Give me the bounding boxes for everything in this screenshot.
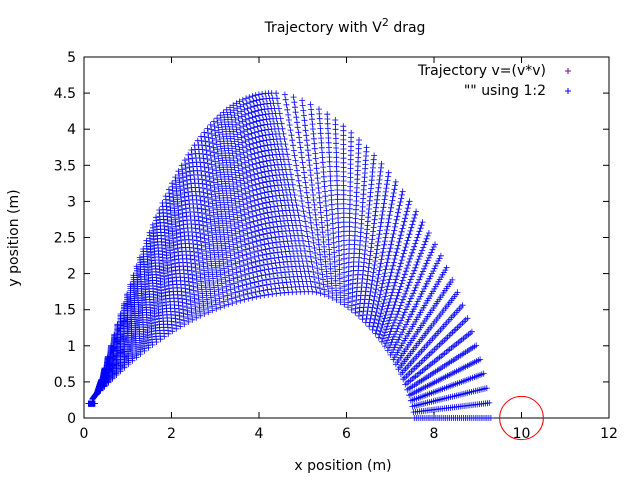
legend-marker-trajectory: [565, 68, 571, 74]
y-tick-label: 0.5: [54, 375, 76, 391]
target-circle: [499, 395, 544, 441]
y-tick-label: 3: [67, 194, 76, 210]
y-tick-label: 2.5: [54, 231, 76, 247]
x-axis-ticks: 0 2 4 6 8 10 12: [80, 57, 618, 442]
y-tick-label: 0: [67, 411, 76, 427]
trajectory-curve: [90, 120, 483, 421]
legend-label-using: "" using 1:2: [464, 83, 546, 99]
chart-title-prefix: Trajectory with V: [264, 20, 383, 36]
plot-frame: [83, 56, 610, 419]
legend-label-trajectory: Trajectory v=(v*v): [417, 63, 546, 79]
x-tick-label: 2: [167, 426, 176, 442]
y-tick-label: 4: [67, 122, 76, 138]
chart-title: Trajectory with V2 drag: [264, 16, 426, 36]
x-tick-label: 10: [513, 426, 531, 442]
y-axis-title: y position (m): [6, 189, 22, 286]
x-tick-label: 12: [600, 426, 618, 442]
y-tick-label: 4.5: [54, 86, 76, 102]
y-tick-label: 3.5: [54, 158, 76, 174]
legend-marker-using-plus: [565, 88, 571, 94]
x-axis-title: x position (m): [294, 458, 391, 474]
y-tick-label: 2: [67, 267, 76, 283]
x-tick-label: 0: [80, 426, 89, 442]
trajectory-curve: [91, 90, 494, 421]
chart-title-superscript: 2: [382, 16, 389, 29]
chart-title-suffix: drag: [389, 20, 426, 36]
x-tick-label: 6: [342, 426, 351, 442]
y-tick-label: 1.5: [54, 303, 76, 319]
y-tick-label: 1: [67, 339, 76, 355]
y-axis-ticks: 0 0.5 1 1.5 2 2.5 3 3.5 4 4.5 5: [54, 50, 609, 427]
y-tick-label: 5: [67, 50, 76, 66]
legend: Trajectory v=(v*v) "" using 1:2: [417, 63, 571, 99]
x-tick-label: 8: [430, 426, 439, 442]
legend-marker-trajectory-plus: [565, 68, 571, 74]
legend-marker-using: [565, 88, 571, 94]
series-layer: [85, 90, 494, 421]
x-tick-label: 4: [255, 426, 264, 442]
annotation-layer: [499, 395, 544, 441]
